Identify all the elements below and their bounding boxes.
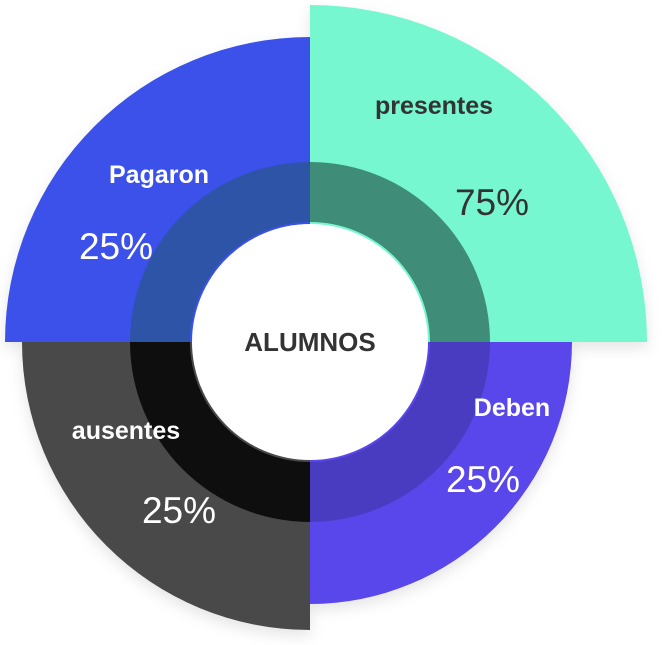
- segment-value-presentes: 75%: [455, 182, 529, 223]
- ring-quadrant-ausentes: [130, 342, 310, 522]
- segment-label-pagaron: Pagaron: [109, 161, 209, 189]
- segment-label-ausentes: ausentes: [72, 417, 180, 445]
- center-hub: [192, 224, 428, 460]
- inner-ring: [130, 162, 490, 522]
- segment-value-pagaron: 25%: [79, 226, 153, 267]
- sector-presentes: [310, 5, 647, 342]
- segment-label-deben: Deben: [474, 394, 550, 422]
- segment-label-presentes: presentes: [375, 92, 493, 120]
- segment-value-deben: 25%: [446, 459, 520, 500]
- ring-quadrant-deben: [310, 342, 490, 522]
- center-label: ALUMNOS: [244, 327, 375, 357]
- ring-quadrant-pagaron: [130, 162, 310, 342]
- segment-value-ausentes: 25%: [142, 490, 216, 531]
- ring-quadrant-presentes: [310, 162, 490, 342]
